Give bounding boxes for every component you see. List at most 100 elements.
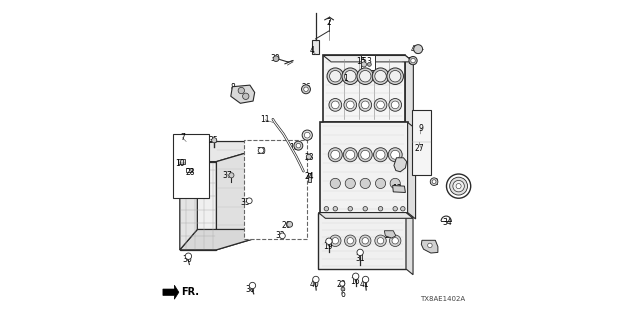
Text: FR.: FR.: [181, 287, 199, 297]
Text: 20: 20: [282, 221, 291, 230]
Circle shape: [390, 70, 401, 82]
Circle shape: [353, 273, 359, 279]
Circle shape: [305, 132, 310, 138]
Text: 17: 17: [425, 241, 435, 250]
Circle shape: [347, 237, 353, 244]
Polygon shape: [394, 158, 406, 172]
Text: 9: 9: [419, 124, 424, 133]
Circle shape: [430, 178, 438, 186]
Circle shape: [343, 148, 357, 162]
Circle shape: [328, 148, 342, 162]
Circle shape: [411, 58, 415, 63]
Polygon shape: [231, 85, 255, 103]
Text: 13: 13: [392, 184, 402, 193]
Polygon shape: [163, 285, 179, 299]
Circle shape: [296, 143, 301, 148]
Text: 24: 24: [305, 172, 315, 181]
Circle shape: [258, 148, 264, 153]
Polygon shape: [406, 212, 413, 275]
Text: 25: 25: [455, 183, 465, 192]
Circle shape: [348, 206, 353, 211]
Bar: [323, 55, 405, 123]
Circle shape: [409, 56, 417, 65]
Circle shape: [229, 173, 234, 178]
Bar: [312, 40, 319, 54]
Circle shape: [326, 238, 332, 244]
Circle shape: [401, 206, 405, 211]
Circle shape: [331, 150, 340, 159]
Polygon shape: [393, 186, 405, 193]
Circle shape: [346, 101, 354, 109]
Text: 34: 34: [442, 218, 452, 227]
Circle shape: [389, 99, 401, 111]
Circle shape: [342, 68, 358, 84]
Polygon shape: [216, 141, 285, 250]
Circle shape: [304, 87, 308, 92]
Text: 16: 16: [350, 277, 360, 286]
Circle shape: [340, 281, 345, 286]
Polygon shape: [180, 141, 197, 250]
Circle shape: [358, 148, 372, 162]
Circle shape: [377, 101, 385, 109]
Text: 11: 11: [260, 115, 270, 124]
Circle shape: [392, 237, 398, 244]
Circle shape: [360, 70, 371, 82]
Text: 38: 38: [246, 284, 255, 293]
Circle shape: [280, 233, 285, 239]
Circle shape: [375, 235, 387, 246]
Circle shape: [363, 206, 367, 211]
Circle shape: [307, 154, 312, 159]
Circle shape: [390, 178, 400, 188]
Circle shape: [332, 237, 339, 244]
Circle shape: [362, 101, 369, 109]
Text: 36: 36: [182, 255, 192, 264]
Circle shape: [313, 276, 319, 283]
Circle shape: [357, 68, 374, 84]
Text: 1: 1: [343, 74, 348, 83]
Circle shape: [413, 45, 422, 53]
Polygon shape: [180, 162, 216, 250]
Circle shape: [375, 70, 387, 82]
Circle shape: [302, 130, 312, 140]
Text: 42: 42: [429, 179, 439, 188]
Circle shape: [330, 70, 341, 82]
Bar: [244, 140, 307, 239]
Text: 19: 19: [323, 242, 333, 251]
Circle shape: [344, 235, 356, 246]
Circle shape: [447, 174, 470, 198]
Text: 23: 23: [305, 153, 315, 162]
Circle shape: [372, 68, 389, 84]
Circle shape: [376, 178, 386, 188]
Circle shape: [388, 148, 402, 162]
Text: 40: 40: [309, 280, 319, 289]
Text: 14: 14: [407, 57, 417, 66]
Circle shape: [246, 198, 252, 204]
Circle shape: [212, 138, 217, 143]
Circle shape: [301, 85, 310, 94]
Bar: [320, 123, 408, 212]
Circle shape: [344, 70, 356, 82]
Text: 22: 22: [303, 132, 313, 140]
Circle shape: [327, 68, 344, 84]
Circle shape: [391, 150, 399, 159]
Bar: [178, 159, 185, 164]
Text: TX8AE1402A: TX8AE1402A: [420, 296, 465, 302]
Bar: [308, 173, 311, 182]
Circle shape: [249, 282, 255, 289]
Polygon shape: [323, 55, 413, 62]
Circle shape: [362, 62, 367, 67]
Circle shape: [238, 87, 244, 94]
Text: 26: 26: [302, 83, 312, 92]
Circle shape: [392, 101, 399, 109]
Circle shape: [294, 141, 303, 150]
Text: 18: 18: [289, 143, 299, 152]
Bar: [361, 55, 375, 70]
Text: 2: 2: [326, 18, 332, 27]
Text: 15: 15: [356, 57, 365, 66]
Circle shape: [367, 62, 371, 66]
Text: 10: 10: [175, 159, 185, 168]
Text: 33: 33: [240, 197, 250, 206]
Polygon shape: [405, 55, 413, 129]
Bar: [319, 212, 406, 269]
Bar: [186, 168, 192, 172]
